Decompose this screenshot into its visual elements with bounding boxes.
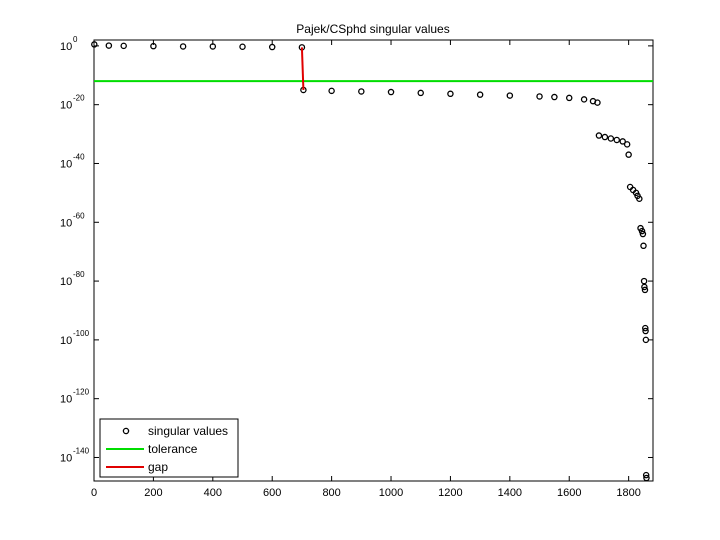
- x-axis: 0 200 400 600 800 1000 1200 1400 1600 1800: [91, 40, 641, 499]
- singular-value-point: [638, 227, 646, 235]
- x-tick-label: 1200: [438, 487, 462, 499]
- gap-line: [300, 47, 305, 91]
- x-tick-label: 200: [144, 487, 162, 499]
- y-tick-label-base: 10: [60, 158, 72, 170]
- singular-value-point: [268, 43, 276, 51]
- singular-value-point: [641, 286, 649, 294]
- x-tick-label: 1400: [498, 487, 522, 499]
- y-tick-label-exponent: -140: [73, 446, 90, 455]
- singular-value-point: [623, 141, 631, 148]
- singular-value-point: [642, 471, 650, 479]
- singular-value-point: [642, 327, 649, 335]
- plot-frame: [93, 39, 654, 482]
- legend-label: singular values: [148, 424, 228, 438]
- y-axis: 10010-2010-4010-6010-8010-10010-12010-14…: [60, 35, 653, 464]
- singular-value-point: [619, 138, 626, 145]
- singular-value-point: [417, 89, 424, 97]
- singular-value-point: [328, 87, 335, 95]
- x-tick-label: 0: [91, 487, 97, 499]
- singular-value-point: [643, 474, 650, 482]
- y-tick-label-exponent: 0: [73, 35, 78, 44]
- x-tick-label: 1000: [379, 487, 403, 499]
- y-tick-label-base: 10: [60, 335, 72, 347]
- singular-value-point: [601, 133, 609, 141]
- singular-value-point: [625, 151, 632, 158]
- singular-value-point: [636, 195, 643, 203]
- x-tick-label: 800: [322, 487, 340, 499]
- singular-value-point: [91, 41, 98, 48]
- x-tick-label: 600: [263, 487, 281, 499]
- singular-value-point: [607, 135, 615, 142]
- singular-value-point: [640, 242, 647, 250]
- y-tick-label-exponent: -120: [73, 388, 90, 397]
- singular-value-point: [536, 93, 543, 100]
- singular-value-point: [179, 43, 187, 50]
- legend-marker-singular-values: [122, 427, 130, 435]
- y-tick-label-base: 10: [60, 100, 72, 112]
- legend-label: gap: [148, 460, 168, 474]
- chart-title: Pajek/CSphd singular values: [296, 22, 449, 36]
- singular-value-point: [239, 43, 246, 51]
- singular-value-point: [595, 132, 603, 139]
- singular-value-point: [594, 99, 601, 106]
- singular-value-point: [506, 92, 514, 99]
- x-tick-label: 400: [204, 487, 222, 499]
- singular-value-point: [476, 91, 484, 98]
- y-tick-label-exponent: -80: [73, 270, 85, 279]
- y-tick-label-exponent: -60: [73, 211, 85, 220]
- y-tick-label-base: 10: [60, 452, 72, 464]
- y-tick-label-exponent: -20: [73, 94, 85, 103]
- y-tick-label-base: 10: [60, 41, 72, 53]
- y-tick-label-exponent: -100: [73, 329, 90, 338]
- singular-value-point: [641, 283, 648, 291]
- singular-value-point: [447, 90, 454, 98]
- singular-value-point: [613, 136, 621, 144]
- x-tick-label: 1600: [557, 487, 581, 499]
- plot-area: [91, 41, 653, 482]
- singular-value-point: [642, 324, 649, 332]
- singular-value-point: [150, 42, 157, 50]
- y-tick-label-exponent: -40: [73, 152, 85, 161]
- legend: singular values tolerance gap: [99, 418, 239, 478]
- y-tick-label-base: 10: [60, 394, 72, 406]
- singular-value-point: [639, 230, 647, 238]
- singular-value-point: [642, 336, 650, 344]
- legend-label: tolerance: [148, 442, 198, 456]
- singular-value-point: [120, 42, 127, 50]
- singular-value-point: [209, 43, 217, 50]
- x-tick-label: 1800: [616, 487, 640, 499]
- singular-value-point: [565, 94, 573, 102]
- singular-value-point: [387, 88, 395, 96]
- singular-value-point: [640, 277, 648, 285]
- y-tick-label-base: 10: [60, 217, 72, 229]
- singular-value-point: [105, 42, 113, 49]
- singular-value-point: [551, 93, 558, 101]
- y-tick-label-base: 10: [60, 276, 72, 288]
- singular-value-point: [358, 88, 365, 95]
- singular-value-point: [580, 96, 588, 103]
